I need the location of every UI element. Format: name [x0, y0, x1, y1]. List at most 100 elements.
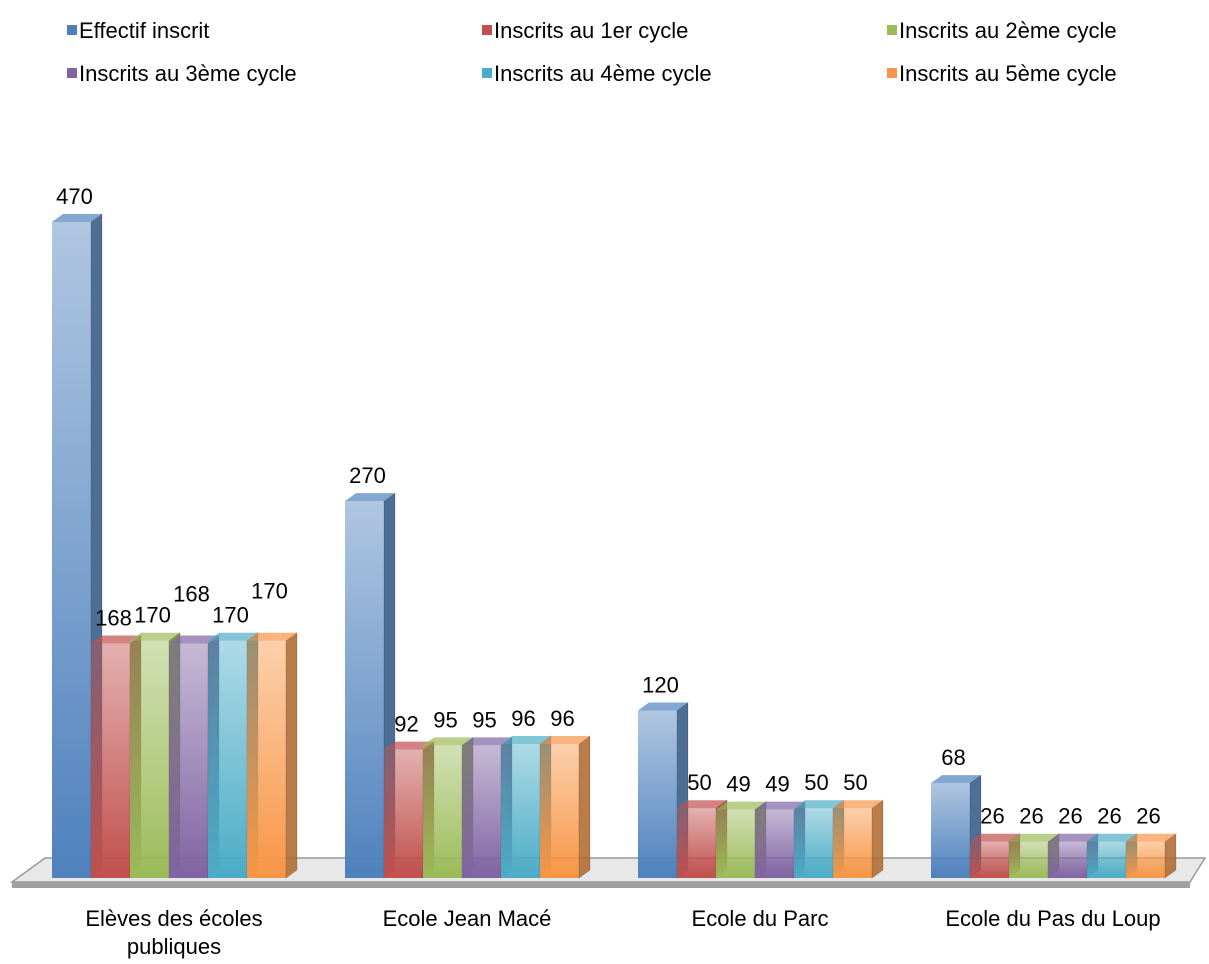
data-label: 170: [134, 603, 171, 628]
data-label: 49: [765, 772, 789, 797]
bar-top: [130, 632, 180, 641]
bar-top: [638, 702, 688, 711]
bar-front: [52, 222, 91, 878]
bar-top: [52, 214, 102, 222]
bar-front: [794, 808, 833, 878]
data-label: 95: [472, 707, 496, 732]
data-label: 96: [511, 706, 535, 731]
bar-top: [169, 635, 219, 644]
legend-label: Inscrits au 5ème cycle: [899, 61, 1117, 86]
data-label: 170: [251, 579, 288, 604]
bar-front: [423, 745, 462, 878]
data-label: 96: [550, 706, 574, 731]
data-label: 49: [726, 772, 750, 797]
legend-swatch: [482, 25, 492, 35]
bar-front: [462, 745, 501, 878]
legend-swatch: [67, 68, 77, 78]
bar-side: [578, 735, 591, 879]
bar-front: [638, 710, 677, 878]
data-label: 170: [212, 603, 249, 628]
bar-side: [871, 799, 884, 879]
bar-top: [208, 632, 258, 641]
bar-front: [716, 809, 755, 878]
bar-side: [285, 631, 298, 879]
data-label: 168: [95, 606, 132, 631]
bar-front: [1126, 841, 1165, 878]
legend-swatch: [482, 68, 492, 78]
bar-top: [1087, 833, 1137, 842]
legend-label: Effectif inscrit: [79, 18, 209, 43]
bar-top: [540, 736, 590, 745]
bar: [833, 799, 884, 879]
data-label: 50: [804, 770, 828, 795]
bar-front: [833, 808, 872, 878]
legend-swatch: [887, 25, 897, 35]
floor-edge: [12, 882, 1190, 888]
bar-top: [423, 737, 473, 746]
bar-side-shade: [579, 736, 590, 878]
bar-top: [1048, 833, 1098, 842]
bar-side-shade: [872, 800, 883, 878]
bar-front: [755, 809, 794, 878]
bar-top: [91, 635, 141, 644]
bar-front: [91, 643, 130, 878]
bar-front: [208, 640, 247, 878]
bar: [931, 774, 982, 879]
bar-top: [1126, 833, 1176, 842]
x-tick-label: Elèves des écoles publiques: [85, 906, 263, 959]
legend-label: Inscrits au 2ème cycle: [899, 18, 1117, 43]
bar-top: [1009, 833, 1059, 842]
data-label: 120: [642, 673, 679, 698]
bar-side-shade: [1165, 833, 1176, 878]
bar-top: [677, 800, 727, 809]
bar-top: [384, 741, 434, 750]
data-label: 26: [1136, 804, 1160, 829]
bar-top: [833, 800, 883, 809]
legend-label: Inscrits au 4ème cycle: [494, 61, 712, 86]
bar: [247, 631, 298, 879]
bar-side-shade: [286, 632, 297, 878]
data-label: 270: [349, 463, 386, 488]
data-label: 50: [843, 770, 867, 795]
bar-top: [970, 833, 1020, 842]
data-label: 470: [56, 184, 93, 209]
legend-swatch: [67, 25, 77, 35]
data-label: 168: [173, 582, 210, 607]
data-label: 68: [941, 745, 965, 770]
bar-top: [501, 736, 551, 745]
bar-front: [345, 501, 384, 878]
x-tick-label: Ecole Jean Macé: [382, 906, 552, 931]
bar-top: [931, 775, 981, 784]
data-label: 50: [687, 770, 711, 795]
data-label: 26: [980, 804, 1004, 829]
bar-front: [1048, 841, 1087, 878]
bar-front: [540, 744, 579, 878]
bar: [540, 735, 591, 879]
data-label: 26: [1097, 804, 1121, 829]
bar-front: [1009, 841, 1048, 878]
bar-front: [384, 749, 423, 878]
bar-top: [755, 801, 805, 810]
data-label: 92: [394, 712, 418, 737]
bar-front: [1087, 841, 1126, 878]
bar-front: [970, 841, 1009, 878]
bar-top: [345, 493, 395, 502]
bar-front: [130, 640, 169, 878]
legend-swatch: [887, 68, 897, 78]
bar-front: [247, 640, 286, 878]
bar: [1126, 832, 1177, 879]
x-tick-label: Ecole du Pas du Loup: [945, 906, 1161, 931]
bar-top: [794, 800, 844, 809]
bar-front: [501, 744, 540, 878]
bar-top: [716, 801, 766, 810]
data-label: 95: [433, 707, 457, 732]
bar-front: [677, 808, 716, 878]
bar-top: [462, 737, 512, 746]
x-tick-label: Ecole du Parc: [691, 906, 829, 931]
bar-front: [169, 643, 208, 878]
data-label: 26: [1019, 804, 1043, 829]
bar-side: [1164, 832, 1177, 879]
bar-front: [931, 783, 970, 878]
